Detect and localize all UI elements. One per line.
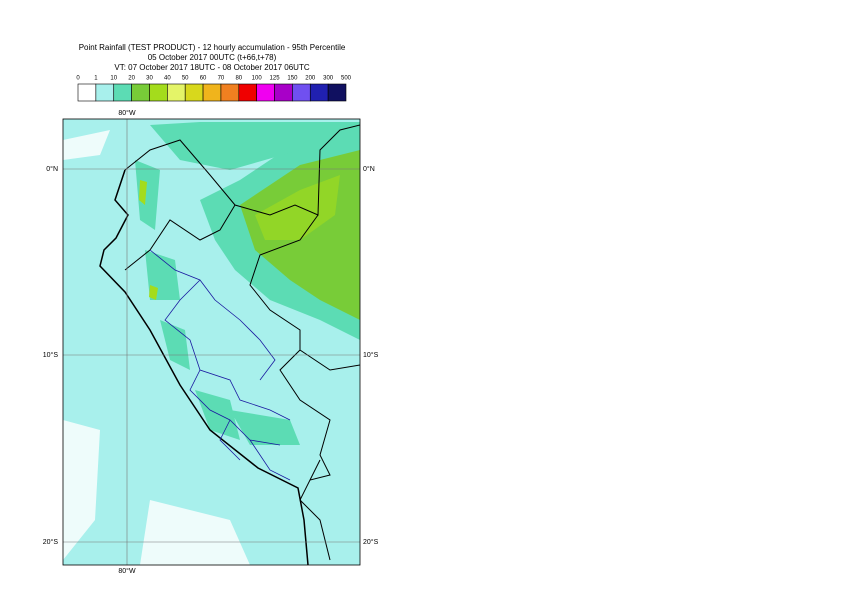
legend-label: 100 [252, 76, 263, 82]
lat-label: 10°S [43, 351, 59, 359]
rain-area [150, 122, 360, 170]
coastline [99, 169, 309, 565]
title-line: Point Rainfall (TEST PRODUCT) - 12 hourl… [79, 43, 346, 52]
legend-label: 0 [76, 76, 80, 82]
lat-label: 20°S [363, 538, 379, 546]
legend-swatch [131, 83, 150, 102]
legend-swatch [184, 83, 204, 102]
lat-label: 0°N [46, 165, 58, 173]
lat-label: 0°N [363, 165, 375, 173]
legend-swatch [77, 83, 97, 102]
legend-label: 20 [128, 76, 135, 82]
country-border [124, 124, 360, 561]
legend-swatch [167, 83, 186, 102]
legend-swatch [95, 83, 115, 102]
rain-area [139, 180, 158, 300]
map-frame [62, 118, 361, 566]
lon-label: 80°W [118, 109, 136, 117]
lon-label: 80°W [118, 567, 136, 575]
legend-swatch [327, 83, 347, 102]
legend-swatch [256, 83, 275, 102]
legend-label: 500 [341, 76, 352, 82]
region-border [149, 249, 291, 481]
legend-label: 1 [94, 76, 98, 82]
legend-label: 10 [110, 76, 117, 82]
legend-swatch [202, 83, 222, 102]
legend-label: 300 [323, 76, 334, 82]
title-line: VT: 07 October 2017 18UTC - 08 October 2… [114, 63, 309, 72]
legend-swatch [220, 83, 240, 102]
lat-label: 20°S [43, 538, 59, 546]
legend-label: 50 [182, 76, 189, 82]
legend-label: 40 [164, 76, 171, 82]
rain-area [135, 160, 300, 445]
legend-label: 30 [146, 76, 153, 82]
legend-label: 150 [287, 76, 298, 82]
legend: 0 1 10 20 30 40 50 60 70 80 100 125 150 200 300 500 [76, 76, 352, 102]
legend-swatch [113, 83, 132, 102]
legend-swatch [292, 83, 311, 102]
legend-label: 200 [305, 76, 316, 82]
map [63, 119, 360, 565]
legend-swatch [149, 83, 168, 102]
title-line: 05 October 2017 00UTC (t+66,t+78) [148, 53, 277, 62]
legend-swatch [238, 83, 257, 102]
lat-label: 10°S [363, 351, 379, 359]
legend-swatch [274, 83, 293, 102]
legend-label: 125 [270, 76, 281, 82]
legend-label: 80 [235, 76, 242, 82]
legend-swatch [309, 83, 329, 102]
legend-label: 60 [200, 76, 207, 82]
dry-area [63, 130, 250, 565]
legend-label: 70 [218, 76, 225, 82]
